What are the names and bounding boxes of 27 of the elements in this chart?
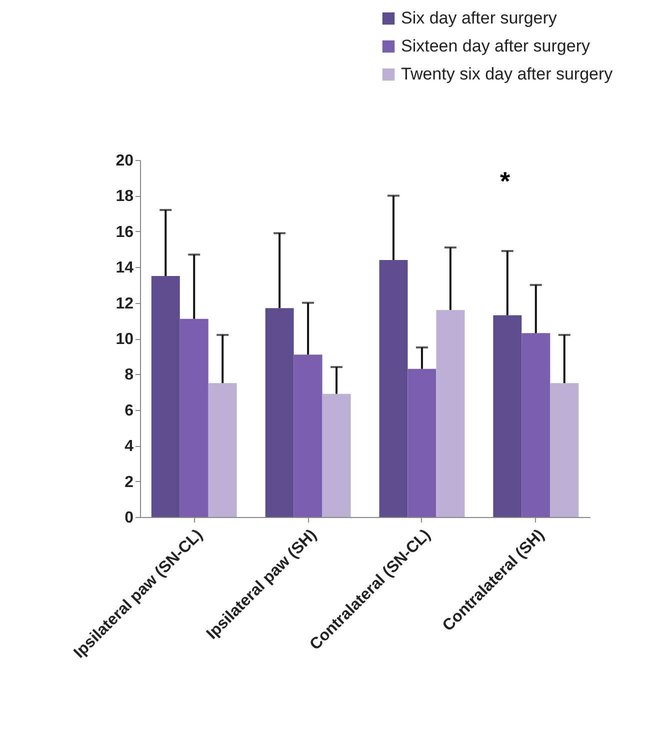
bar (379, 260, 408, 517)
bar (265, 308, 294, 517)
bar (408, 368, 436, 517)
y-tick-label: 16 (116, 224, 134, 241)
bar (151, 276, 180, 517)
bar (522, 333, 550, 517)
y-tick-label: 20 (116, 152, 134, 170)
y-tick-label: 2 (124, 474, 134, 491)
legend-label: Six day after surgery (401, 8, 558, 28)
bar (208, 383, 237, 517)
y-tick-label: 10 (116, 331, 134, 348)
bar (180, 318, 208, 517)
y-tick-label: 6 (124, 402, 134, 420)
y-tick-label: 14 (116, 260, 134, 277)
y-tick-label: 18 (116, 188, 134, 206)
legend-label: Twenty six day after surgery (401, 64, 614, 84)
bar (294, 354, 322, 517)
y-tick-label: 0 (124, 510, 134, 526)
legend-label: Sixteen day after surgery (401, 36, 590, 56)
bar (550, 383, 579, 517)
bar (436, 310, 465, 517)
bar (322, 394, 351, 517)
annotation: * (500, 166, 511, 196)
y-tick-label: 4 (124, 438, 134, 456)
y-tick-label: 12 (116, 295, 134, 312)
bar (493, 315, 522, 517)
y-tick-label: 8 (124, 366, 134, 384)
